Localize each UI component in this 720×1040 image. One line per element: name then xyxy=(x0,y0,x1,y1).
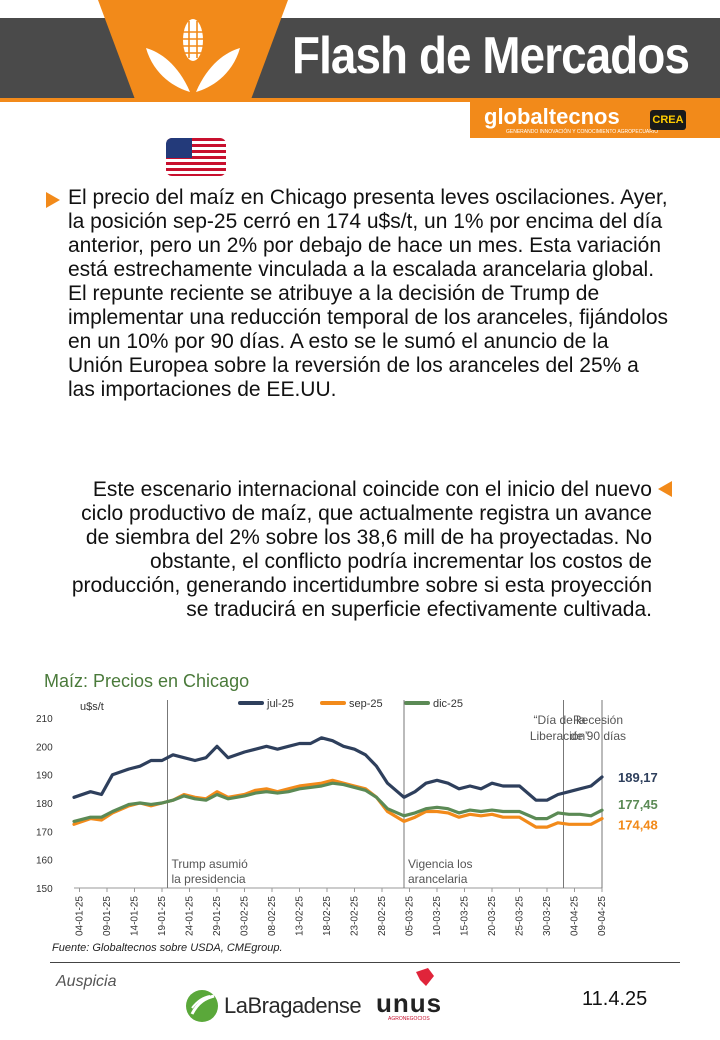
annotation-text: Recesión xyxy=(573,713,623,727)
y-axis-label: u$s/t xyxy=(80,701,104,713)
x-tick-label: 09-04-25 xyxy=(597,896,608,936)
sponsor-unus-logo: unus AGRONEGOCIOS xyxy=(374,966,464,1026)
x-tick-label: 08-02-25 xyxy=(267,896,278,936)
chart-source: Fuente: Globaltecnos sobre USDA, CMEgrou… xyxy=(52,942,283,954)
labragadense-leaf-icon xyxy=(186,990,218,1022)
annotation-text: de 90 días xyxy=(570,729,626,743)
end-label-sep-25: 174,48 xyxy=(618,818,658,833)
y-axis: 150 160 170 180 190 200 210 xyxy=(36,714,602,895)
paragraph-1: El precio del maíz en Chicago presenta l… xyxy=(68,186,668,401)
unus-mark-icon xyxy=(416,968,434,986)
chart-legend: jul-25 sep-25 dic-25 xyxy=(238,698,463,710)
brand-tagline: GENERANDO INNOVACIÓN Y CONOCIMIENTO AGRO… xyxy=(506,129,659,135)
x-tick-label: 14-01-25 xyxy=(130,896,141,936)
y-tick-label: 190 xyxy=(36,771,53,782)
y-tick-label: 180 xyxy=(36,799,53,810)
sponsor2-name: unus xyxy=(376,988,443,1018)
bullet-arrow-right-icon xyxy=(46,192,60,208)
corn-icon xyxy=(146,19,240,92)
us-flag-icon xyxy=(166,138,226,176)
x-tick-label: 13-02-25 xyxy=(295,896,306,936)
x-tick-label: 18-02-25 xyxy=(322,896,333,936)
series-line-jul-25 xyxy=(72,736,604,802)
paragraph-2: Este escenario internacional coincide co… xyxy=(71,478,652,621)
x-tick-label: 04-01-25 xyxy=(75,896,86,936)
bullet-arrow-left-icon xyxy=(658,481,672,497)
chart-title: Maíz: Precios en Chicago xyxy=(44,671,250,691)
y-tick-label: 210 xyxy=(36,714,53,725)
chart-series xyxy=(72,736,604,829)
legend-entry: sep-25 xyxy=(349,698,383,710)
end-labels: 189,17 174,48 177,45 xyxy=(618,770,658,833)
x-axis: 04-01-25 09-01-25 14-01-25 19-01-25 24-01-25… xyxy=(75,888,608,936)
annotation-text: la presidencia xyxy=(172,872,246,886)
end-label-dic-25: 177,45 xyxy=(618,797,658,812)
brand-logo: globaltecnos xyxy=(484,104,620,129)
series-line-dic-25 xyxy=(72,781,604,823)
partner-logo: CREA xyxy=(650,110,686,130)
sponsor-labragadense-logo: LaBragadense xyxy=(184,988,362,1024)
x-tick-label: 09-01-25 xyxy=(102,896,113,936)
x-tick-label: 28-02-25 xyxy=(377,896,388,936)
annotation-text: arancelaria xyxy=(408,872,468,886)
x-tick-label: 05-03-25 xyxy=(405,896,416,936)
end-label-jul-25: 189,17 xyxy=(618,770,658,785)
x-tick-label: 15-03-25 xyxy=(460,896,471,936)
x-tick-label: 25-03-25 xyxy=(515,896,526,936)
header-accent-line xyxy=(0,98,720,102)
x-tick-label: 24-01-25 xyxy=(185,896,196,936)
price-chart: u$s/t jul-25 sep-25 dic-25 150 160 170 180 190… xyxy=(36,698,658,936)
x-tick-label: 10-03-25 xyxy=(432,896,443,936)
legend-entry: jul-25 xyxy=(266,698,294,710)
y-tick-label: 150 xyxy=(36,884,53,895)
annotation-text: “Día de la xyxy=(533,713,585,727)
y-tick-label: 160 xyxy=(36,856,53,867)
footer-divider xyxy=(50,962,680,963)
x-tick-label: 20-03-25 xyxy=(487,896,498,936)
annotation-text: Vigencia los xyxy=(408,857,473,871)
page-title: Flash de Mercados xyxy=(292,27,690,85)
sponsor1-name: LaBragadense xyxy=(224,993,362,1018)
x-tick-label: 03-02-25 xyxy=(240,896,251,936)
x-tick-label: 29-01-25 xyxy=(212,896,223,936)
sponsor-label: Auspicia xyxy=(56,973,117,990)
annotation-text: Trump asumió xyxy=(172,857,249,871)
x-tick-label: 04-04-25 xyxy=(570,896,581,936)
x-tick-label: 30-03-25 xyxy=(542,896,553,936)
legend-entry: dic-25 xyxy=(433,698,463,710)
x-tick-label: 23-02-25 xyxy=(350,896,361,936)
y-tick-label: 200 xyxy=(36,742,53,753)
y-tick-label: 170 xyxy=(36,827,53,838)
issue-date: 11.4.25 xyxy=(582,988,648,1010)
x-tick-label: 19-01-25 xyxy=(157,896,168,936)
sponsor2-tagline: AGRONEGOCIOS xyxy=(388,1016,430,1022)
annotation-text: Liberación” xyxy=(530,729,589,743)
